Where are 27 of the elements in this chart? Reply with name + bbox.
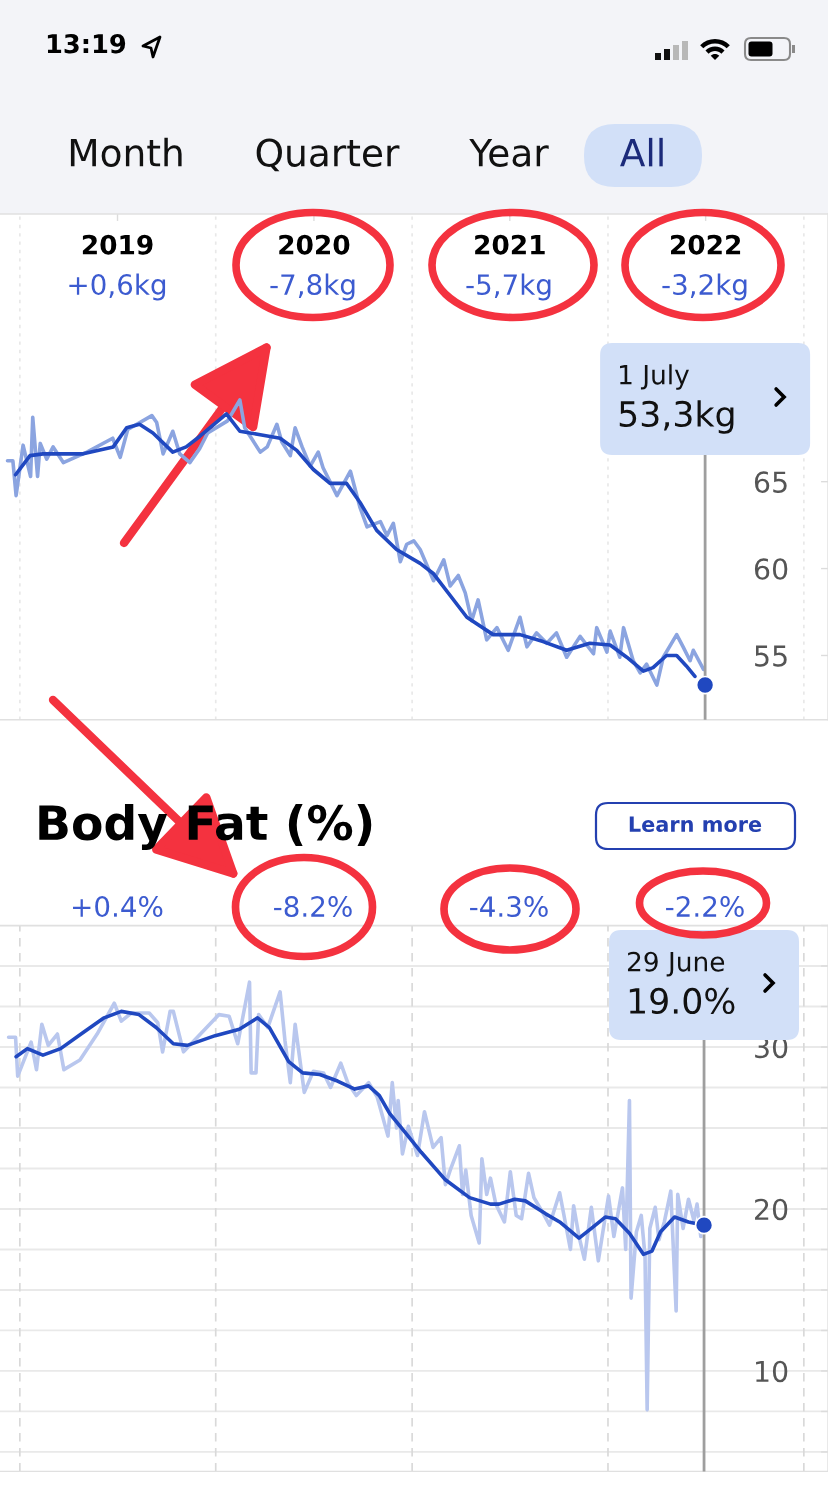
- x-tick-label: 2022: [671, 234, 741, 255]
- text: Quarter: [256, 138, 400, 172]
- y-tick-label: 10: [756, 1360, 788, 1383]
- x-tick-label: 2021: [475, 234, 545, 255]
- text: Year: [469, 139, 549, 167]
- annotation: -7,8kg: [270, 273, 355, 301]
- text: All: [620, 137, 663, 167]
- x-tick-label: 2019: [82, 234, 153, 255]
- y-tick-label: 20: [755, 1198, 788, 1221]
- annotation: 29 June: [627, 951, 725, 977]
- y-tick-label: 55: [755, 645, 787, 667]
- annotation: 53,3kg: [619, 400, 734, 434]
- text: -8.2%: [274, 896, 352, 918]
- annotation: 19.0%: [629, 987, 735, 1015]
- text: 13:19: [47, 34, 126, 54]
- annotation: +0,6kg: [69, 273, 166, 301]
- text: Learn more: [629, 816, 762, 833]
- annotation: -5,7kg: [466, 273, 551, 301]
- y-tick-label: 65: [754, 471, 787, 493]
- x-tick-label: 2020: [279, 234, 350, 255]
- y-tick-label: 60: [754, 558, 788, 580]
- annotation: 1 July: [620, 364, 689, 390]
- text: Month: [70, 137, 182, 167]
- text: -2.2%: [666, 896, 744, 918]
- text: +0.4%: [73, 896, 163, 918]
- annotation: -3,2kg: [662, 273, 747, 301]
- text: -4.3%: [470, 896, 548, 918]
